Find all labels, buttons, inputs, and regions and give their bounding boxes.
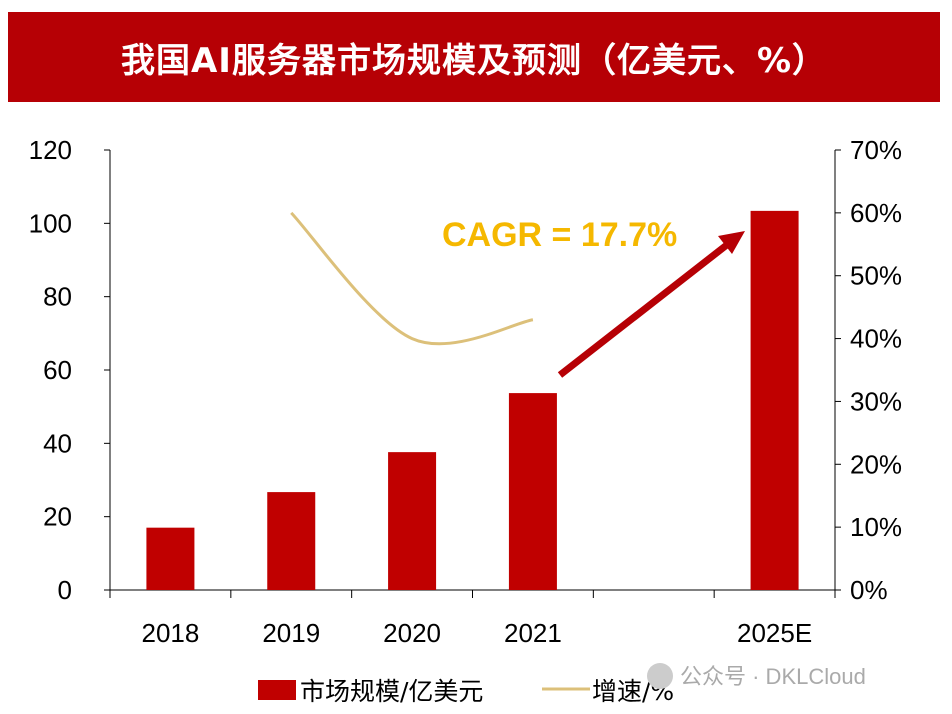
- title-bar: 我国AI服务器市场规模及预测（亿美元、%）: [8, 12, 940, 102]
- y-right-tick-label: 40%: [850, 324, 902, 354]
- y-right-tick-label: 30%: [850, 386, 902, 416]
- cagr-annotation: CAGR = 17.7%: [442, 216, 677, 254]
- y-left-tick-label: 100: [29, 208, 72, 238]
- bar-2025E: [750, 210, 799, 590]
- y-right-tick-label: 10%: [850, 512, 902, 542]
- chart-title: 我国AI服务器市场规模及预测（亿美元、%）: [120, 40, 828, 81]
- growth-line: [290, 211, 534, 346]
- legend-label-bar: 市场规模/亿美元: [300, 677, 483, 706]
- watermark-text: 公众号 · DKLCloud: [680, 664, 866, 689]
- legend: 市场规模/亿美元 增速/%: [258, 677, 674, 706]
- y-left-tick-label: 120: [29, 135, 72, 165]
- x-tick-label: 2025E: [737, 618, 812, 648]
- legend-swatch-bar: [258, 680, 296, 700]
- y-right-tick-label: 0%: [850, 575, 888, 605]
- bar-2018: [146, 527, 195, 590]
- bar-2020: [388, 452, 437, 590]
- x-tick-label: 2019: [262, 618, 320, 648]
- bar-2021: [508, 393, 557, 590]
- cagr-arrowhead: [718, 231, 745, 254]
- y-right-tick-label: 50%: [850, 261, 902, 291]
- bar-2019: [267, 492, 316, 590]
- y-left-tick-label: 80: [43, 282, 72, 312]
- y-left-tick-label: 40: [43, 428, 72, 458]
- x-tick-label: 2020: [383, 618, 441, 648]
- watermark: 公众号 · DKLCloud: [647, 663, 866, 689]
- y-left-tick-label: 0: [58, 575, 72, 605]
- y-right-tick-label: 60%: [850, 198, 902, 228]
- wechat-icon: [647, 663, 673, 689]
- y-left-tick-label: 60: [43, 355, 72, 385]
- x-tick-label: 2018: [141, 618, 199, 648]
- cagr-arrow: [557, 241, 731, 378]
- y-right-tick-label: 20%: [850, 449, 902, 479]
- y-left-tick-label: 20: [43, 502, 72, 532]
- x-tick-label: 2021: [504, 618, 562, 648]
- y-right-tick-label: 70%: [850, 135, 902, 165]
